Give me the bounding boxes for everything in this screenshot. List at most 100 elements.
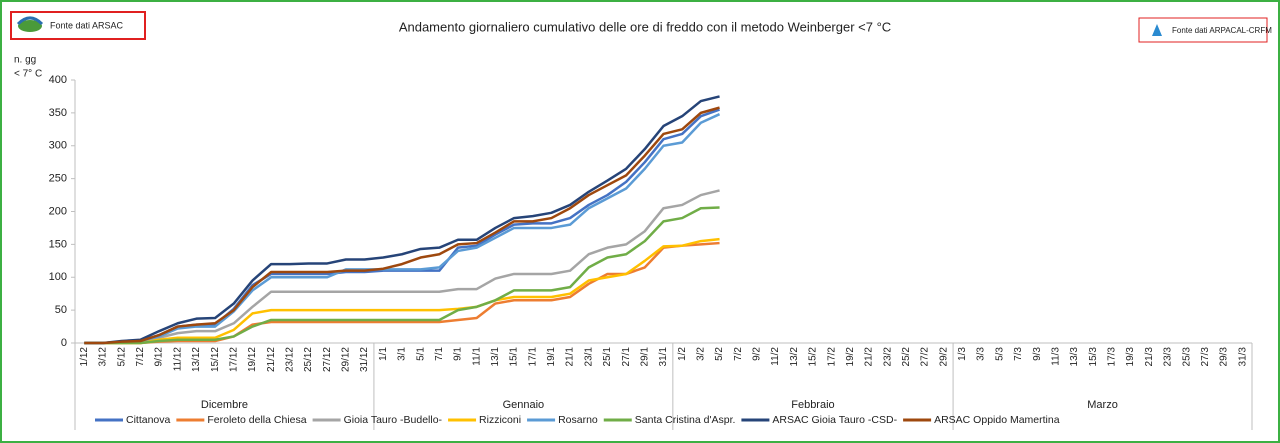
x-tick-label: 13/1 — [490, 347, 501, 367]
x-tick-label: 9/3 — [1032, 347, 1043, 361]
x-tick-label: 25/12 — [303, 347, 314, 372]
y-tick-label: 350 — [49, 107, 67, 119]
x-tick-label: 9/1 — [453, 347, 464, 361]
x-tick-label: 27/1 — [621, 347, 632, 367]
x-tick-label: 15/1 — [509, 347, 520, 367]
x-tick-label: 13/12 — [191, 347, 202, 372]
x-tick-label: 15/12 — [210, 347, 221, 372]
y-tick-label: 200 — [49, 205, 67, 217]
source-right: Fonte dati ARPACAL-CRFM — [1172, 26, 1272, 35]
x-tick-label: 11/2 — [770, 347, 781, 366]
x-tick-label: 15/2 — [808, 347, 819, 367]
x-tick-label: 11/12 — [172, 347, 183, 372]
x-tick-label: 19/12 — [247, 347, 258, 372]
y-tick-label: 50 — [55, 304, 67, 316]
x-tick-label: 29/1 — [639, 347, 650, 367]
series-line — [84, 106, 720, 345]
x-tick-label: 11/1 — [471, 347, 482, 366]
x-tick-label: 31/3 — [1237, 347, 1248, 367]
x-tick-label: 13/2 — [789, 347, 800, 367]
x-tick-label: 1/1 — [378, 347, 389, 361]
x-tick-label: 17/2 — [826, 347, 837, 367]
legend-label: Cittanova — [126, 414, 171, 426]
x-tick-label: 21/2 — [864, 347, 875, 367]
x-tick-label: 1/2 — [677, 347, 688, 361]
x-tick-label: 1/12 — [79, 347, 90, 367]
x-tick-label: 5/12 — [116, 347, 127, 367]
x-tick-label: 19/3 — [1125, 347, 1136, 367]
arsac-logo-arc — [16, 16, 44, 26]
y-tick-label: 0 — [61, 337, 67, 349]
x-tick-label: 25/1 — [602, 347, 613, 367]
legend-label: ARSAC Oppido Mamertina — [934, 414, 1060, 426]
y-tick-label: 250 — [49, 173, 67, 185]
month-label: Gennaio — [503, 399, 545, 411]
arsac-logo — [18, 20, 42, 32]
legend-label: Gioia Tauro -Budello- — [344, 414, 443, 426]
x-tick-label: 1/3 — [957, 347, 968, 361]
x-tick-label: 29/3 — [1219, 347, 1230, 367]
x-tick-label: 15/3 — [1088, 347, 1099, 367]
x-tick-label: 5/2 — [714, 347, 725, 361]
x-tick-label: 7/12 — [135, 347, 146, 367]
source-left: Fonte dati ARSAC — [50, 20, 124, 30]
x-tick-label: 7/2 — [733, 347, 744, 361]
series-line — [84, 95, 720, 345]
legend-label: Rizziconi — [479, 414, 521, 426]
series-line — [84, 237, 720, 345]
x-tick-label: 25/3 — [1181, 347, 1192, 367]
x-tick-label: 29/12 — [341, 347, 352, 372]
x-tick-label: 31/1 — [658, 347, 669, 367]
x-tick-label: 27/3 — [1200, 347, 1211, 367]
x-tick-label: 27/2 — [920, 347, 931, 367]
x-tick-label: 3/1 — [397, 347, 408, 361]
y-tick-label: 400 — [49, 74, 67, 86]
y-tick-label: 100 — [49, 271, 67, 283]
x-tick-label: 25/2 — [901, 347, 912, 367]
x-tick-label: 3/2 — [696, 347, 707, 361]
month-label: Dicembre — [201, 399, 248, 411]
x-tick-label: 27/12 — [322, 347, 333, 372]
x-tick-label: 7/3 — [1013, 347, 1024, 361]
x-tick-label: 9/2 — [752, 347, 763, 361]
x-tick-label: 13/3 — [1069, 347, 1080, 367]
x-tick-label: 3/12 — [98, 347, 109, 367]
x-tick-label: 23/1 — [583, 347, 594, 367]
legend-label: Rosarno — [558, 414, 598, 426]
month-label: Febbraio — [791, 399, 834, 411]
series-line — [84, 241, 720, 345]
x-tick-label: 23/12 — [284, 347, 295, 372]
x-tick-label: 9/12 — [154, 347, 165, 367]
x-tick-label: 19/1 — [546, 347, 557, 367]
x-tick-label: 5/1 — [415, 347, 426, 361]
legend-label: Feroleto della Chiesa — [207, 414, 306, 426]
x-tick-label: 11/3 — [1050, 347, 1061, 366]
arpacal-logo — [1152, 24, 1162, 36]
y-tick-label: 150 — [49, 238, 67, 250]
x-tick-label: 23/3 — [1163, 347, 1174, 367]
x-tick-label: 7/1 — [434, 347, 445, 361]
x-tick-label: 23/2 — [882, 347, 893, 367]
series-line — [84, 189, 720, 345]
x-tick-label: 17/1 — [527, 347, 538, 367]
legend-label: Santa Cristina d'Aspr. — [635, 414, 736, 426]
series-line — [84, 206, 720, 345]
x-tick-label: 21/3 — [1144, 347, 1155, 367]
series-line — [84, 113, 721, 345]
chart-title: Andamento giornaliero cumulativo delle o… — [399, 19, 891, 34]
x-tick-label: 21/12 — [266, 347, 277, 372]
x-tick-label: 17/3 — [1107, 347, 1118, 367]
x-tick-label: 5/3 — [994, 347, 1005, 361]
y-label: n. gg — [14, 55, 36, 66]
y-tick-label: 300 — [49, 140, 67, 152]
x-tick-label: 17/12 — [228, 347, 239, 372]
x-tick-label: 31/12 — [359, 347, 370, 372]
x-tick-label: 3/3 — [976, 347, 987, 361]
x-tick-label: 21/1 — [565, 347, 576, 367]
x-tick-label: 29/2 — [938, 347, 949, 367]
legend-label: ARSAC Gioia Tauro -CSD- — [772, 414, 897, 426]
month-label: Marzo — [1087, 399, 1118, 411]
y-label: < 7° C — [14, 69, 42, 80]
